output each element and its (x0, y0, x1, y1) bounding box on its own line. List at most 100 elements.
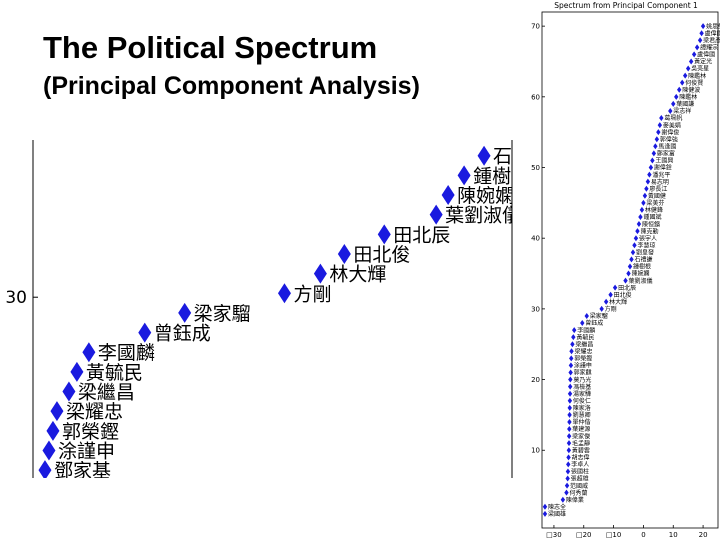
full-data-point (671, 100, 676, 107)
full-point-label: 陳偉業 (566, 496, 584, 504)
full-data-point (641, 199, 646, 206)
full-data-point (682, 72, 688, 79)
full-y-tick-label: 10 (531, 447, 540, 455)
full-data-point (542, 510, 548, 517)
zoom-point-label: 曾鈺成 (154, 323, 211, 345)
full-data-point (657, 122, 663, 129)
full-y-tick-label: 70 (531, 23, 540, 31)
zoom-point-label: 石禮謙 (493, 146, 550, 168)
zoom-data-point (377, 224, 391, 245)
full-data-point (677, 86, 682, 93)
full-point-label: 馮檢基 (573, 383, 591, 391)
zoom-point-label: 梁家騮 (194, 303, 251, 325)
zoom-point-label: 林大輝 (329, 264, 386, 286)
full-y-tick-label: 20 (531, 376, 540, 384)
full-data-point (564, 482, 570, 489)
zoom-data-point (82, 342, 96, 363)
full-point-label: 鍾國斌 (643, 213, 661, 221)
full-data-point (700, 23, 706, 30)
full-data-point (632, 242, 637, 249)
full-data-point (650, 157, 655, 164)
full-data-point (569, 348, 574, 355)
full-data-point (599, 305, 604, 312)
full-point-label: 葛珮帆 (664, 114, 682, 122)
full-point-label: 林健鋒 (645, 206, 663, 214)
full-point-label: 梁耀忠 (575, 347, 593, 355)
full-point-label: 莫乃光 (573, 376, 591, 384)
full-point-label: 盧偉國 (697, 51, 715, 59)
full-x-tick-label: 10 (669, 531, 678, 539)
full-data-point (564, 489, 569, 496)
zoom-data-point (457, 165, 471, 186)
full-point-label: 田北俊 (614, 291, 632, 299)
zoom-data-point (70, 361, 84, 382)
zoom-point-label: 涂謹申 (58, 440, 115, 462)
zoom-point-label: 田北俊 (353, 244, 410, 266)
full-data-point (542, 503, 548, 510)
full-x-tick-label: 20 (699, 531, 708, 539)
full-point-label: 姚思榮 (706, 22, 720, 30)
full-point-label: 張宇人 (639, 234, 657, 242)
full-data-point (560, 496, 566, 503)
full-point-label: 陳鑑林 (679, 93, 697, 101)
full-data-point (639, 206, 645, 213)
zoom-data-point (277, 283, 291, 304)
zoom-point-label: 陳婉嫻 (457, 185, 514, 207)
full-x-tick-label: □10 (606, 531, 622, 539)
full-data-point (659, 115, 664, 122)
full-point-label: 謝偉俊 (661, 128, 679, 136)
full-data-point (608, 291, 613, 298)
full-plot-frame (541, 11, 719, 529)
zoom-point-label: 鍾樹根 (473, 165, 530, 187)
full-data-point (656, 129, 661, 136)
full-data-point (691, 51, 697, 58)
full-point-label: 陳志全 (548, 503, 566, 511)
full-data-point (680, 79, 685, 86)
full-data-point (633, 235, 639, 242)
full-data-point (569, 355, 574, 362)
full-data-point (635, 228, 640, 235)
full-point-label: 陳婉嫻 (632, 270, 650, 278)
zoom-point-label: 鄧家基 (54, 460, 111, 482)
zoom-y-tick-label: 30 (5, 288, 27, 308)
full-y-tick-label: 60 (531, 93, 540, 101)
zoom-point-label: 李國麟 (98, 342, 155, 364)
full-data-point (566, 440, 572, 447)
full-point-label: 王國興 (655, 157, 673, 165)
full-data-point (647, 171, 652, 178)
full-data-point (567, 411, 572, 418)
zoom-data-point (138, 322, 152, 343)
full-data-point (580, 320, 585, 327)
full-point-label: 潘兆平 (652, 171, 670, 179)
full-point-label: 陳家洛 (573, 404, 591, 412)
full-data-point (572, 327, 577, 334)
full-point-label: 易志明 (651, 178, 669, 186)
zoom-data-point (313, 263, 327, 284)
full-y-tick-label: 50 (531, 164, 540, 172)
full-point-label: 盧偉國 (705, 29, 720, 37)
zoom-point-label: 方剛 (293, 283, 331, 305)
full-y-tick-label: 30 (531, 305, 540, 313)
full-point-label: 梁家傑 (572, 432, 590, 440)
full-data-point (651, 150, 657, 157)
full-data-point (568, 362, 574, 369)
zoom-data-point (46, 420, 60, 441)
full-data-point (644, 185, 649, 192)
zoom-point-label: 田北辰 (393, 224, 450, 246)
zoom-data-point (42, 440, 56, 461)
full-data-point (571, 334, 576, 341)
full-point-label: 鍾樹根 (633, 263, 651, 271)
full-point-label: 馬逢國 (658, 143, 676, 151)
full-point-label: 李國麟 (577, 326, 595, 334)
full-point-label: 湯家驊 (573, 390, 591, 398)
full-data-point (568, 369, 573, 376)
full-point-label: 梁繼昌 (575, 340, 593, 348)
full-point-label: 曾鈺成 (585, 319, 603, 327)
full-data-point (565, 468, 571, 475)
full-data-point (699, 30, 704, 37)
full-data-point (642, 192, 648, 199)
full-data-point (648, 164, 654, 171)
zoom-data-point (178, 302, 192, 323)
zoom-data-point (429, 204, 443, 225)
